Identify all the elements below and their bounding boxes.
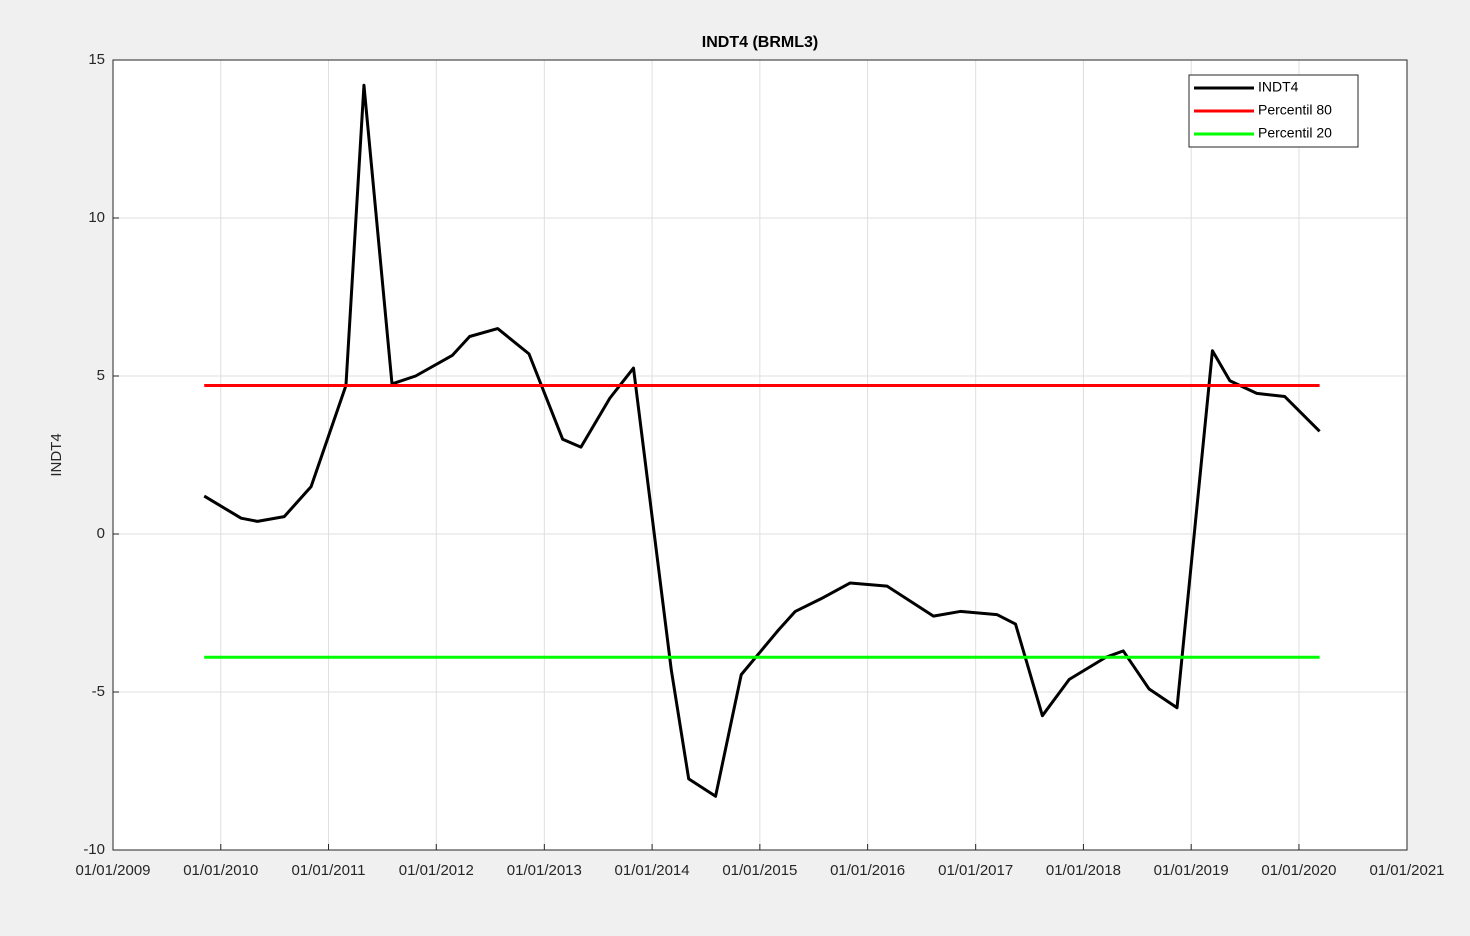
x-tick-label: 01/01/2021: [1369, 862, 1444, 879]
legend-label: INDT4: [1258, 79, 1299, 95]
chart-title: INDT4 (BRML3): [702, 34, 818, 51]
y-tick-label: -5: [92, 683, 105, 700]
y-tick-label: 10: [88, 209, 105, 226]
x-tick-label: 01/01/2013: [507, 862, 582, 879]
x-tick-label: 01/01/2011: [292, 862, 366, 879]
x-tick-label: 01/01/2018: [1046, 862, 1121, 879]
legend-label: Percentil 20: [1258, 125, 1332, 141]
lines: [203, 83, 1321, 798]
x-tick-label: 01/01/2012: [399, 862, 474, 879]
y-tick-label: 15: [88, 51, 105, 68]
x-tick-label: 01/01/2010: [183, 862, 258, 879]
y-tick-label: -10: [83, 841, 105, 858]
y-axis-label: INDT4: [48, 433, 65, 476]
legend: INDT4 Percentil 80 Percentil 20: [1188, 74, 1359, 148]
x-tick-label: 01/01/2015: [722, 862, 797, 879]
x-tick-label: 01/01/2019: [1154, 862, 1229, 879]
x-tick-label: 01/01/2020: [1261, 862, 1336, 879]
x-tick-label: 01/01/2014: [615, 862, 690, 879]
x-tick-label: 01/01/2016: [830, 862, 905, 879]
x-tick-label: 01/01/2017: [938, 862, 1013, 879]
legend-label: Percentil 80: [1258, 102, 1332, 118]
y-tick-label: 0: [97, 525, 105, 542]
series-line: [203, 83, 1321, 798]
y-tick-label: 5: [97, 367, 105, 384]
x-tick-label: 01/01/2009: [75, 862, 150, 879]
